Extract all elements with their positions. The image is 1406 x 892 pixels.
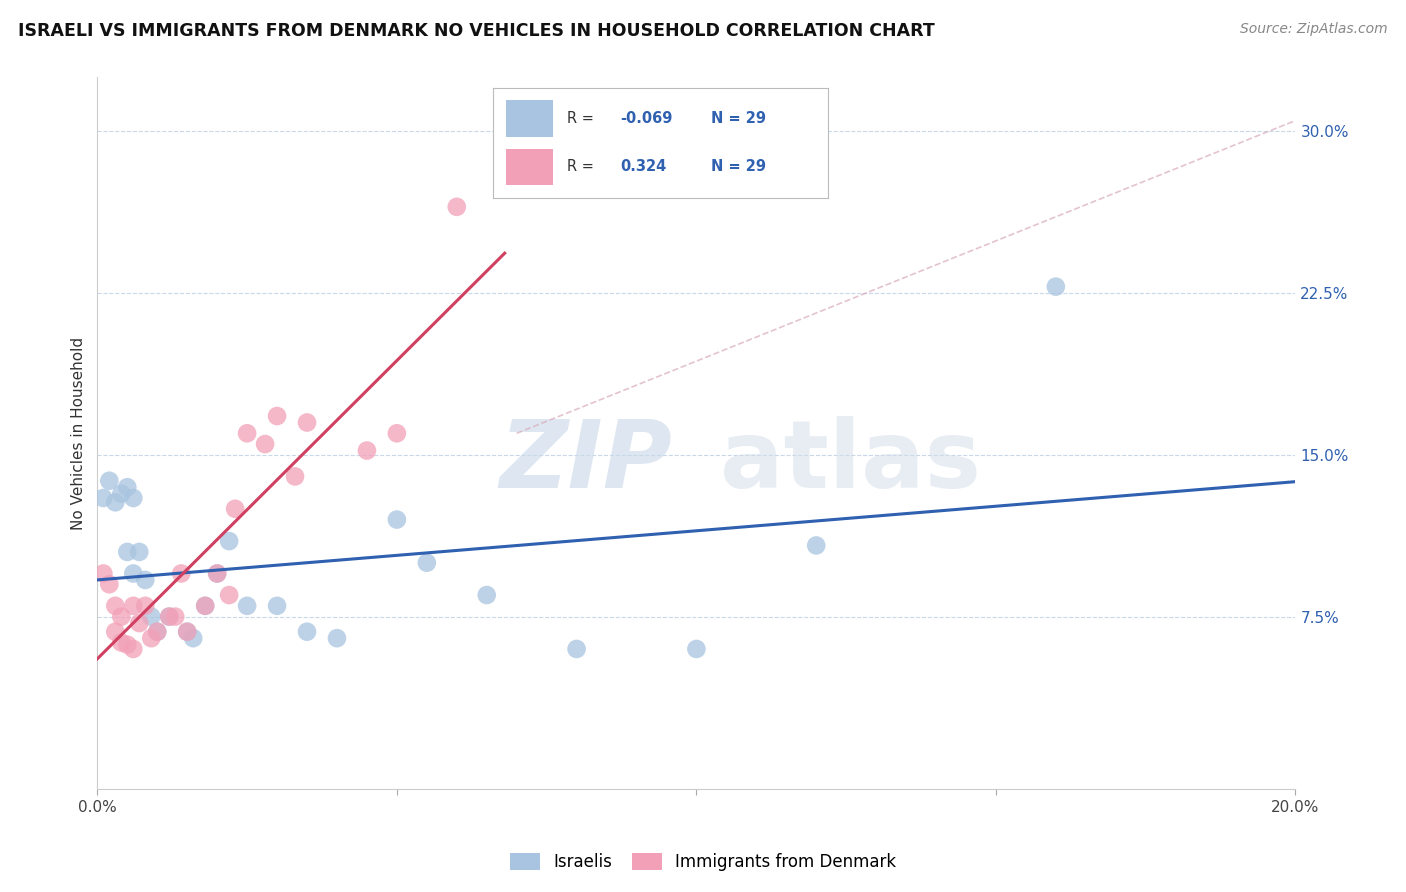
Point <box>104 624 127 639</box>
Point <box>565 642 588 657</box>
Text: ISRAELI VS IMMIGRANTS FROM DENMARK NO VEHICLES IN HOUSEHOLD CORRELATION CHART: ISRAELI VS IMMIGRANTS FROM DENMARK NO VE… <box>18 22 935 40</box>
Point <box>117 480 139 494</box>
Point <box>117 638 139 652</box>
Point <box>170 566 193 581</box>
Point <box>1045 279 1067 293</box>
Point <box>236 599 259 613</box>
Legend: Israelis, Immigrants from Denmark: Israelis, Immigrants from Denmark <box>502 845 904 880</box>
Point <box>385 426 408 441</box>
Point <box>446 200 468 214</box>
Point <box>284 469 307 483</box>
Point <box>205 566 228 581</box>
Point <box>93 491 115 505</box>
Point <box>141 631 163 645</box>
Point <box>104 599 127 613</box>
Point <box>236 426 259 441</box>
Point <box>176 624 198 639</box>
Point <box>110 609 132 624</box>
Point <box>157 609 180 624</box>
Point <box>122 642 145 657</box>
Point <box>128 545 150 559</box>
Point <box>224 501 246 516</box>
Point <box>295 624 318 639</box>
Point <box>122 566 145 581</box>
Point <box>128 616 150 631</box>
Point <box>181 631 204 645</box>
Point <box>146 624 169 639</box>
Point <box>205 566 228 581</box>
Point <box>475 588 498 602</box>
Point <box>165 609 187 624</box>
Text: Source: ZipAtlas.com: Source: ZipAtlas.com <box>1240 22 1388 37</box>
Point <box>110 486 132 500</box>
Point <box>356 443 378 458</box>
Point <box>295 416 318 430</box>
Point <box>254 437 277 451</box>
Point <box>134 599 156 613</box>
Point <box>141 609 163 624</box>
Point <box>385 512 408 526</box>
Point <box>416 556 439 570</box>
Point <box>157 609 180 624</box>
Y-axis label: No Vehicles in Household: No Vehicles in Household <box>72 336 86 530</box>
Point <box>98 474 121 488</box>
Point <box>194 599 217 613</box>
Point <box>266 409 288 423</box>
Text: ZIP: ZIP <box>499 416 672 508</box>
Point <box>93 566 115 581</box>
Point <box>218 534 240 549</box>
Point <box>117 545 139 559</box>
Point <box>685 642 707 657</box>
Point <box>110 635 132 649</box>
Point <box>122 491 145 505</box>
Point <box>122 599 145 613</box>
Text: atlas: atlas <box>720 416 981 508</box>
Point <box>326 631 349 645</box>
Point <box>806 538 828 552</box>
Point <box>176 624 198 639</box>
Point <box>146 624 169 639</box>
Point <box>194 599 217 613</box>
Point <box>104 495 127 509</box>
Point <box>134 573 156 587</box>
Point <box>266 599 288 613</box>
Point <box>218 588 240 602</box>
Point <box>98 577 121 591</box>
